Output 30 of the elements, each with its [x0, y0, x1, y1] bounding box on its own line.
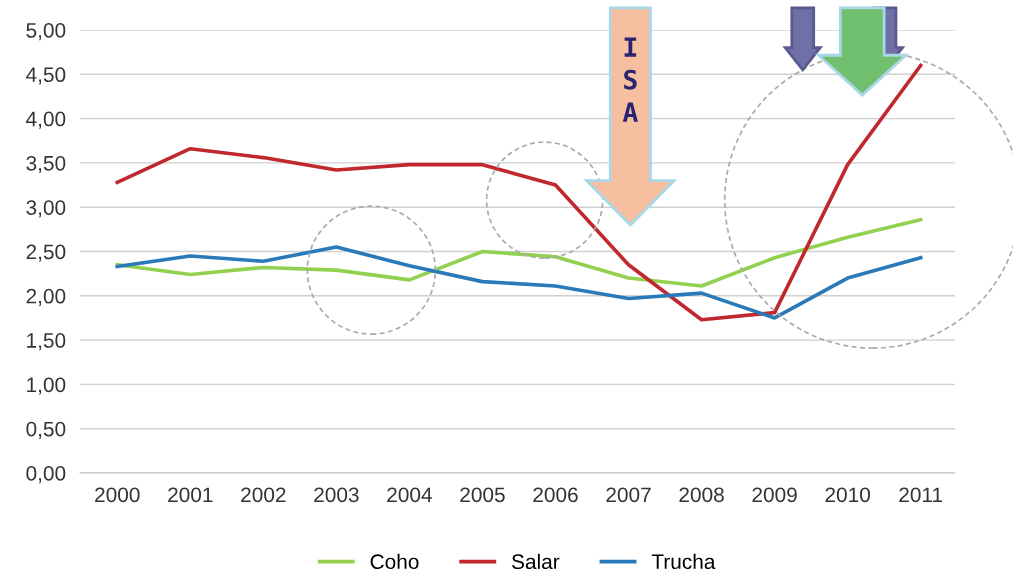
- y-tick-label: 2,00: [26, 288, 66, 307]
- line-series: [115, 217, 923, 288]
- legend-label: Coho: [370, 553, 419, 570]
- y-tick-label: 1,50: [27, 333, 66, 351]
- x-tick-label: 2009: [752, 487, 797, 503]
- x-tick-label: 2006: [533, 487, 578, 503]
- x-tick-label: 2003: [314, 487, 359, 503]
- x-tick-label: 2007: [606, 487, 651, 503]
- legend-label: Salar: [512, 553, 560, 570]
- x-tick-label: 2004: [387, 487, 432, 503]
- x-tick-label: 2001: [168, 487, 213, 503]
- y-tick-label: 4,00: [26, 111, 66, 129]
- y-tick-label: 5,00: [26, 23, 66, 41]
- x-tick-label: 2005: [460, 487, 505, 503]
- line-series: [115, 245, 923, 320]
- line-series: [115, 63, 923, 322]
- y-tick-label: 0,50: [26, 421, 66, 439]
- y-tick-label: 3,00: [26, 200, 66, 218]
- legend-label: Trucha: [651, 553, 716, 570]
- x-tick-label: 2011: [899, 487, 943, 503]
- y-tick-label: 1,00: [27, 377, 66, 395]
- x-tick-label: 2008: [679, 487, 724, 503]
- x-tick-label: 2002: [241, 487, 286, 503]
- y-tick-label: 3,50: [26, 155, 66, 174]
- y-tick-label: 0,00: [26, 466, 66, 484]
- annotation: ISA: [622, 37, 638, 122]
- y-tick-label: 4,50: [26, 67, 66, 85]
- x-tick-label: 2000: [95, 487, 140, 503]
- x-tick-label: 2010: [825, 487, 870, 503]
- y-tick-label: 2,50: [26, 244, 66, 262]
